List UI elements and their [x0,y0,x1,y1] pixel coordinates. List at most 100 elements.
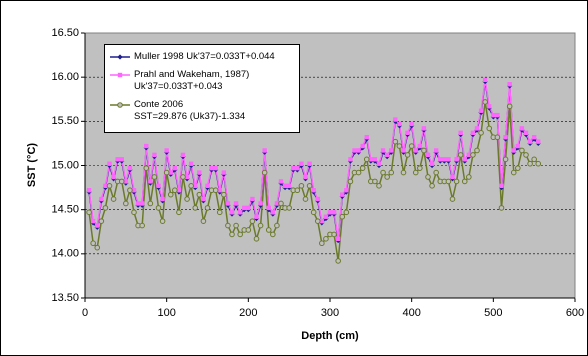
y-tick-label: 16.00 [51,71,79,83]
marker [523,130,529,136]
legend-entry: Muller 1998 Uk'37=0.033T+0.044 [109,51,295,63]
marker [495,112,500,118]
marker [278,200,284,207]
marker [131,188,137,193]
marker [327,210,333,215]
y-axis-title: SST (°C) [26,143,38,187]
marker [265,227,272,233]
marker [319,240,325,247]
marker [307,161,312,166]
marker [392,138,399,145]
marker [487,104,492,109]
marker [117,54,123,60]
marker [384,152,390,158]
marker [376,183,382,189]
marker [519,147,525,154]
marker [102,205,109,211]
marker [123,179,129,184]
marker [188,161,194,166]
marker [237,210,243,215]
marker [404,152,411,158]
marker [106,183,113,189]
marker [204,205,211,211]
marker [319,218,325,224]
x-tick-label: 600 [566,307,584,319]
marker [388,169,395,176]
marker [454,157,459,162]
marker [184,196,190,202]
marker [478,108,484,113]
marker [470,152,476,158]
marker [380,148,386,153]
marker [262,148,267,153]
marker [193,183,198,189]
legend-entry: Conte 2006 SST=29.876 (Uk37)-1.334 [109,99,295,123]
marker [86,209,92,216]
marker [474,126,480,131]
marker [368,157,374,162]
marker [310,209,317,216]
marker [131,209,137,216]
marker [192,205,199,211]
marker [527,160,533,167]
marker [458,130,463,136]
marker [156,183,161,189]
marker [127,187,133,194]
marker [201,196,206,202]
marker [90,240,96,247]
marker [429,161,435,166]
marker [103,183,108,189]
legend-label: Conte 2006 SST=29.876 (Uk37)-1.334 [134,99,246,122]
marker [233,201,239,206]
marker [506,103,513,110]
marker [355,169,362,176]
marker [461,178,468,185]
marker [393,117,398,122]
marker [95,223,100,228]
marker [176,209,182,216]
marker [159,218,166,224]
marker [258,201,263,206]
y-tick-label: 15.00 [51,159,79,171]
y-tick-label: 15.50 [51,115,79,127]
marker [482,99,488,105]
x-tick-label: 500 [484,307,502,319]
marker [486,125,493,132]
marker [482,77,488,83]
marker [278,179,284,184]
marker [118,178,125,185]
y-tick-label: 14.00 [51,248,79,260]
marker [315,196,320,202]
marker [282,183,288,189]
marker [446,157,451,162]
marker [445,178,452,185]
marker [139,201,145,206]
marker [449,196,456,202]
marker [408,143,415,149]
marker [176,188,182,193]
marker [237,231,243,238]
marker [442,157,447,162]
marker [172,187,178,194]
marker [168,170,173,175]
marker [339,213,346,220]
marker [246,205,251,211]
marker [331,231,337,238]
marker [335,258,341,264]
marker [380,169,386,176]
marker [412,169,419,176]
marker [286,205,292,211]
marker [323,214,329,219]
marker [127,165,133,171]
marker [502,156,509,163]
marker [474,147,480,154]
marker [160,196,165,202]
marker [286,183,292,189]
legend: Muller 1998 Uk'37=0.033T+0.044 Prahl and … [104,44,300,133]
marker [180,174,186,180]
legend-label: Muller 1998 Uk'37=0.033T+0.044 [134,51,275,62]
marker [172,165,178,171]
y-tick-label: 14.50 [51,204,79,216]
marker [90,218,96,224]
marker [98,218,105,224]
